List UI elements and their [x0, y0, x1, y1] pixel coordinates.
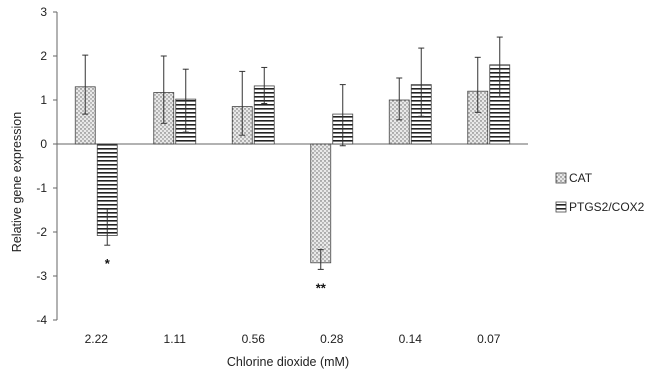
- y-tick-label: 0: [40, 137, 47, 151]
- x-axis-title: Chlorine dioxide (mM): [227, 355, 349, 369]
- y-tick-label: -4: [36, 313, 47, 327]
- y-tick-label: -1: [36, 181, 47, 195]
- significance-marker: *: [105, 256, 111, 271]
- x-tick-label: 2.22: [85, 332, 109, 346]
- x-tick-label: 0.28: [320, 332, 344, 346]
- y-tick-label: -2: [36, 225, 47, 239]
- legend-swatch-1: [555, 201, 567, 213]
- y-axis-title: Relative gene expression: [10, 112, 24, 252]
- legend-label-0: CAT: [569, 171, 593, 185]
- bar-0-0.28: [310, 143, 332, 264]
- y-tick-label: 1: [40, 93, 47, 107]
- significance-marker: **: [316, 280, 327, 295]
- legend-swatch-0: [555, 172, 567, 184]
- y-tick-label: -3: [36, 269, 47, 283]
- x-tick-label: 1.11: [164, 332, 187, 346]
- legend: CAT PTGS2/COX2: [555, 171, 645, 214]
- x-tick-label: 0.56: [242, 332, 266, 346]
- y-tick-label: 3: [40, 5, 47, 19]
- y-tick-label: 2: [40, 49, 47, 63]
- x-tick-label: 0.07: [477, 332, 501, 346]
- x-tick-label: 0.14: [399, 332, 423, 346]
- legend-label-1: PTGS2/COX2: [569, 200, 645, 214]
